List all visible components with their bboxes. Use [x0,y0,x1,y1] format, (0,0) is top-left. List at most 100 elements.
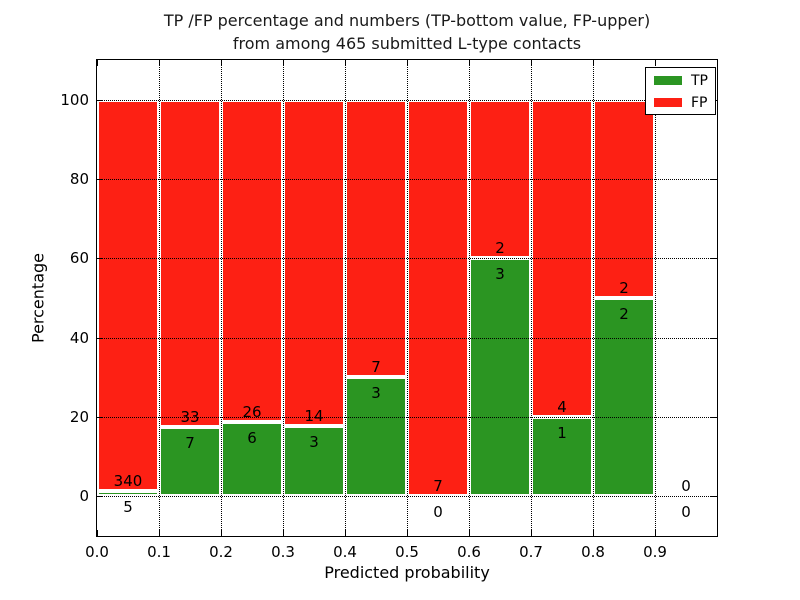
y-axis-label: Percentage [28,252,48,344]
tp-bar-segment [345,377,407,497]
x-tick [283,530,284,536]
plot-area: 340 5 33 7 26 6 14 3 7 3 7 0 2 3 4 1 2 2 0 0 [96,59,718,537]
y-tick [97,99,103,101]
y-tick [711,258,717,260]
tp-count-label: 3 [371,384,381,403]
y-tick [97,496,103,498]
tp-count-label: 7 [185,433,195,452]
fp-count-label: 7 [371,358,381,377]
x-tick-label: 0.0 [85,543,109,561]
chart-title: TP /FP percentage and numbers (TP-bottom… [97,9,717,55]
tp-bar-segment [283,426,345,497]
chart-title-line2: from among 465 submitted L-type contacts [232,34,582,53]
x-tick-label: 0.4 [333,543,357,561]
fp-count-label: 33 [180,407,200,426]
gridline-vertical [655,60,656,536]
x-axis-label: Predicted probability [324,563,490,582]
legend-label-fp: FP [691,94,708,111]
x-tick [531,60,532,66]
fp-count-label: 0 [681,477,691,496]
x-tick [159,530,160,536]
gridline-horizontal [97,496,717,498]
gridline-horizontal [97,417,717,418]
fp-bar-segment [221,99,283,422]
x-tick [655,530,656,536]
y-tick-label: 20 [69,408,89,426]
x-tick-label: 0.2 [209,543,233,561]
x-tick [407,530,408,536]
gridline-horizontal [97,99,717,101]
tp-count-label: 0 [433,503,443,522]
bar-annotations-layer: 340 5 33 7 26 6 14 3 7 3 7 0 2 3 4 1 2 2 0 0 [97,60,717,536]
x-tick [97,60,98,66]
fp-bar-segment [593,99,655,298]
x-tick [593,60,594,66]
x-tick [407,60,408,66]
y-tick [97,417,103,418]
x-tick-label: 0.1 [147,543,171,561]
legend-item-tp: TP [646,71,715,90]
y-tick [711,417,717,418]
fp-bar-segment [469,99,531,259]
grid-layer [97,60,717,536]
y-tick [711,496,717,498]
fp-bar-segment [159,99,221,427]
tp-count-label: 3 [309,433,319,452]
tp-count-label: 2 [619,305,629,323]
tp-bar-segment [97,490,159,497]
bars-layer [97,60,717,536]
fp-bar-segment [345,99,407,378]
x-tick [345,60,346,66]
fp-count-label: 26 [242,402,262,421]
gridline-vertical [469,60,470,536]
x-tick-label: 0.9 [643,543,667,561]
y-tick [711,179,717,180]
gridline-vertical [593,60,594,536]
gridline-vertical [283,60,284,536]
x-tick-label: 0.3 [271,543,295,561]
fp-count-label: 7 [433,477,443,496]
fp-bar-segment [531,99,593,417]
y-tick [97,258,103,260]
y-tick-label: 0 [79,487,89,506]
x-tick [531,530,532,536]
tp-bar-segment [531,417,593,497]
x-tick [469,60,470,66]
y-tick [97,179,103,180]
fp-bar-segment [283,99,345,427]
y-tick [97,337,103,339]
legend-item-fp: FP [646,93,715,112]
x-tick [655,60,656,66]
tp-color-swatch [654,76,682,85]
x-tick [221,530,222,536]
fp-count-label: 2 [619,279,629,297]
tp-count-label: 5 [123,497,133,516]
gridline-horizontal [97,258,717,260]
gridline-vertical [407,60,408,536]
gridline-vertical [159,60,160,536]
x-tick-label: 0.7 [519,543,543,561]
legend-label-tp: TP [691,72,708,89]
ticks-layer [97,60,717,536]
legend: TP FP [645,67,716,115]
fp-color-swatch [654,98,682,107]
y-tick-label: 60 [69,249,89,268]
tp-count-label: 0 [681,503,691,522]
tp-bar-segment [469,258,531,497]
gridline-vertical [531,60,532,536]
tp-bar-segment [159,426,221,497]
x-tick [469,530,470,536]
tp-count-label: 6 [247,428,257,447]
y-tick [711,337,717,339]
chart-title-line1: TP /FP percentage and numbers (TP-bottom… [163,11,651,30]
x-tick [97,530,98,536]
y-tick-label: 100 [60,90,89,109]
x-tick-label: 0.6 [457,543,481,561]
tp-count-label: 3 [495,265,505,284]
tp-bar-segment [593,298,655,497]
x-tick [159,60,160,66]
fp-count-label: 14 [304,407,324,426]
y-tick-label: 40 [69,328,89,347]
tp-bar-segment [221,421,283,497]
